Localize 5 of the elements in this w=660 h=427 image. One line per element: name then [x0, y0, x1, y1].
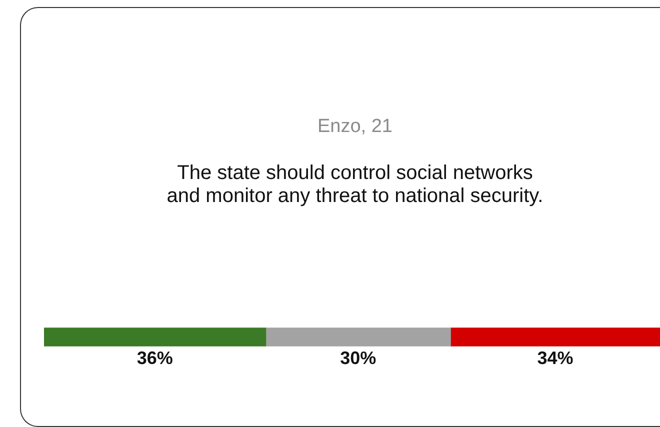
- data-label: 36%: [136, 348, 173, 368]
- data-label: 34%: [537, 348, 574, 368]
- chart-title: Enzo, 21: [316, 116, 394, 138]
- chart-subtitle: The state should control social networks and monitor any threat to national security.: [166, 162, 544, 208]
- data-label: 30%: [340, 348, 376, 368]
